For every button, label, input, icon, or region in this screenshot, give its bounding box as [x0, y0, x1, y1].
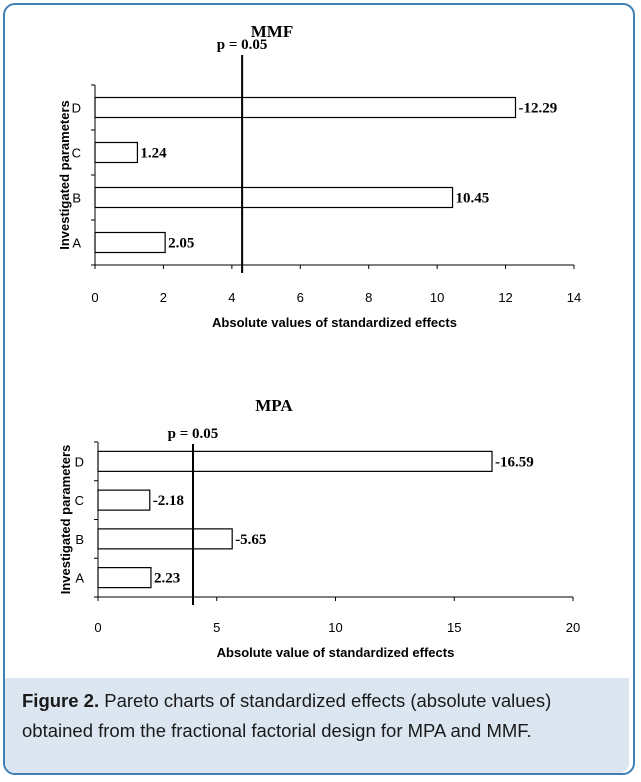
chart2-x-tick-label: 5	[213, 620, 220, 635]
chart1-y-axis-label: Investigated parameters	[57, 100, 72, 250]
chart1-y-tick-label: A	[72, 236, 81, 251]
chart2-data-label: 2.23	[154, 571, 180, 587]
chart1-title: MMF	[251, 22, 293, 41]
chart1-y-tick-label: B	[72, 191, 81, 206]
chart1-bar	[94, 141, 139, 164]
chart2-y-tick-label: A	[75, 571, 84, 586]
chart1-x-tick-label: 14	[567, 290, 581, 305]
caption-label: Figure 2.	[22, 690, 100, 711]
chart1-data-label: 2.05	[168, 236, 194, 252]
chart1-x-tick-label: 0	[91, 290, 98, 305]
chart2-bar	[97, 489, 151, 511]
chart2-significance-label: p = 0.05	[168, 426, 219, 442]
chart1-x-tick-label: 10	[430, 290, 444, 305]
chart1-x-tick-label: 4	[228, 290, 235, 305]
chart1-bar	[94, 96, 517, 119]
chart1-data-label: -12.29	[518, 101, 557, 117]
chart2-x-tick-label: 0	[94, 620, 101, 635]
chart1-y-tick-label: C	[72, 146, 81, 161]
chart1-y-tick-label: D	[72, 101, 81, 116]
chart1-x-tick-label: 8	[365, 290, 372, 305]
chart2-y-tick-label: B	[75, 532, 84, 547]
chart2-bar	[97, 567, 152, 589]
chart1-data-label: 1.24	[140, 146, 167, 162]
chart1-bar	[94, 231, 166, 254]
figure-caption: Figure 2. Pareto charts of standardized …	[22, 686, 622, 746]
caption-text: Pareto charts of standardized effects (a…	[22, 690, 552, 741]
chart2-x-tick-label: 10	[328, 620, 342, 635]
chart1-x-tick-label: 12	[498, 290, 512, 305]
chart1-data-label: 10.45	[456, 191, 490, 207]
chart1-x-axis-label: Absolute values of standardized effects	[212, 315, 457, 330]
chart2-x-axis-label: Absolute value of standardized effects	[217, 645, 455, 660]
chart2-data-label: -5.65	[235, 532, 266, 548]
chart2-x-tick-label: 15	[447, 620, 461, 635]
chart2-y-tick-label: D	[75, 454, 84, 469]
chart2-y-tick-label: C	[75, 493, 84, 508]
chart2-data-label: -2.18	[153, 493, 184, 509]
chart2-x-tick-label: 20	[566, 620, 580, 635]
caption-box	[5, 678, 629, 773]
chart2-data-label: -16.59	[495, 454, 534, 470]
chart1-bar	[94, 186, 454, 209]
chart1-x-tick-label: 6	[297, 290, 304, 305]
chart2-bar	[97, 450, 493, 472]
chart1-significance-label: p = 0.05	[217, 37, 268, 53]
chart1-x-tick-label: 2	[160, 290, 167, 305]
chart2-title: MPA	[255, 396, 293, 415]
figure-frame	[3, 3, 635, 775]
chart2-bar	[97, 528, 233, 550]
chart2-y-axis-label: Investigated parameters	[58, 445, 73, 595]
